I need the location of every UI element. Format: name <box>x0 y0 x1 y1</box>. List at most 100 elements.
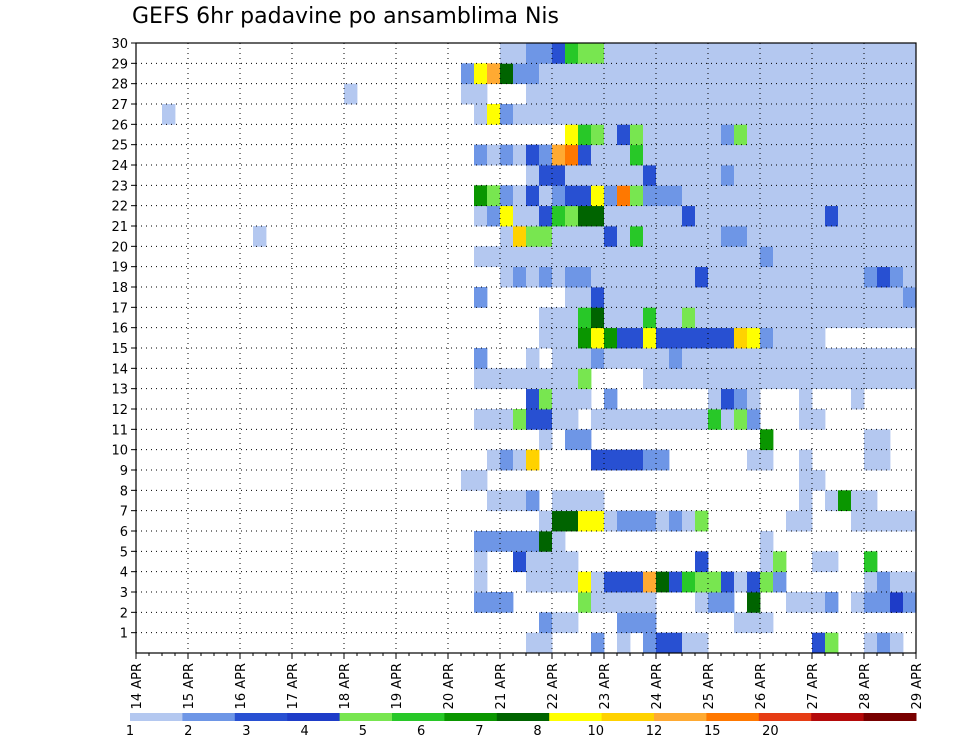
heatmap-cell <box>786 510 800 532</box>
x-tick-label: 21 APR <box>494 663 509 709</box>
heatmap-cell <box>591 266 605 288</box>
heatmap-cell <box>812 368 826 390</box>
heatmap-cell <box>656 43 670 64</box>
heatmap-cell <box>864 307 878 329</box>
y-tick-label: 19 <box>111 261 128 276</box>
heatmap-cell <box>565 124 579 146</box>
heatmap-cell <box>539 388 553 410</box>
heatmap-cell <box>565 327 579 349</box>
legend-label: 10 <box>588 724 605 739</box>
heatmap-cell <box>513 531 527 552</box>
heatmap-cell <box>760 287 774 308</box>
heatmap-cell <box>799 409 813 430</box>
heatmap-cell <box>552 83 566 105</box>
heatmap-cell <box>578 571 592 593</box>
heatmap-cell <box>838 307 852 329</box>
y-tick-label: 28 <box>111 78 128 93</box>
heatmap-cell <box>513 368 527 390</box>
heatmap-cell <box>552 551 566 573</box>
heatmap-cell <box>877 571 891 593</box>
legend-label: 20 <box>762 724 779 739</box>
heatmap-cell <box>864 632 878 654</box>
y-tick-label: 21 <box>111 220 128 235</box>
heatmap-cell <box>630 571 644 593</box>
heatmap-cell <box>877 205 891 227</box>
heatmap-cell <box>890 246 904 268</box>
heatmap-cell <box>708 388 722 410</box>
heatmap-cell <box>474 63 488 85</box>
heatmap-cell <box>578 266 592 288</box>
heatmap-cell <box>864 124 878 146</box>
heatmap-cell <box>799 144 813 166</box>
heatmap-cell <box>877 348 891 369</box>
heatmap-cell <box>513 63 527 85</box>
heatmap-cell <box>786 226 800 247</box>
heatmap-cell <box>604 205 618 227</box>
heatmap-cell <box>747 165 761 186</box>
heatmap-cell <box>500 226 514 247</box>
heatmap-cell <box>682 571 696 593</box>
heatmap-cell <box>864 287 878 308</box>
heatmap-cell <box>565 429 579 451</box>
heatmap-cell <box>591 63 605 85</box>
heatmap-cell <box>162 104 176 125</box>
heatmap-cell <box>552 185 566 207</box>
heatmap-cell <box>864 571 878 593</box>
heatmap-cell <box>669 246 683 268</box>
heatmap-cell <box>812 144 826 166</box>
heatmap-cell <box>591 307 605 329</box>
heatmap-cell <box>604 348 618 369</box>
heatmap-cell <box>838 63 852 85</box>
heatmap-cell <box>864 592 878 613</box>
heatmap-cell <box>539 307 553 329</box>
heatmap-cell <box>773 287 787 308</box>
heatmap-cell <box>799 470 813 491</box>
y-tick-label: 30 <box>111 37 128 52</box>
heatmap-cell <box>877 510 891 532</box>
heatmap-cell <box>799 205 813 227</box>
heatmap-cell <box>617 592 631 613</box>
heatmap-cell <box>799 287 813 308</box>
heatmap-cell <box>643 144 657 166</box>
heatmap-cell <box>578 43 592 64</box>
heatmap-cell <box>799 185 813 207</box>
heatmap-cell <box>773 144 787 166</box>
heatmap-cell <box>721 165 735 186</box>
heatmap-cell <box>656 124 670 146</box>
heatmap-cell <box>773 348 787 369</box>
heatmap-cell <box>669 226 683 247</box>
heatmap-cell <box>890 165 904 186</box>
heatmap-cell <box>682 104 696 125</box>
heatmap-cell <box>747 409 761 430</box>
heatmap-cell <box>539 104 553 125</box>
heatmap-cell <box>526 368 540 390</box>
heatmap-cell <box>578 490 592 512</box>
heatmap-cell <box>903 104 917 125</box>
heatmap-cell <box>864 449 878 471</box>
heatmap-cell <box>799 388 813 410</box>
heatmap-cell <box>630 43 644 64</box>
y-tick-label: 26 <box>111 118 128 133</box>
heatmap-cell <box>669 287 683 308</box>
heatmap-cell <box>825 144 839 166</box>
heatmap-cell <box>552 612 566 634</box>
heatmap-cell <box>578 63 592 85</box>
heatmap-cell <box>526 63 540 85</box>
heatmap-cell <box>695 368 709 390</box>
heatmap-cell <box>773 551 787 573</box>
heatmap-cell <box>890 592 904 613</box>
heatmap-cell <box>578 205 592 227</box>
legend-swatch <box>601 713 655 721</box>
heatmap-cell <box>708 368 722 390</box>
heatmap-cell <box>786 307 800 329</box>
heatmap-cell <box>695 104 709 125</box>
heatmap-cell <box>565 287 579 308</box>
heatmap-cell <box>721 327 735 349</box>
heatmap-cell <box>487 205 501 227</box>
heatmap-cell <box>877 368 891 390</box>
heatmap-cell <box>734 144 748 166</box>
heatmap-cell <box>773 266 787 288</box>
heatmap-cell <box>565 490 579 512</box>
heatmap-cell <box>513 490 527 512</box>
heatmap-cell <box>656 165 670 186</box>
